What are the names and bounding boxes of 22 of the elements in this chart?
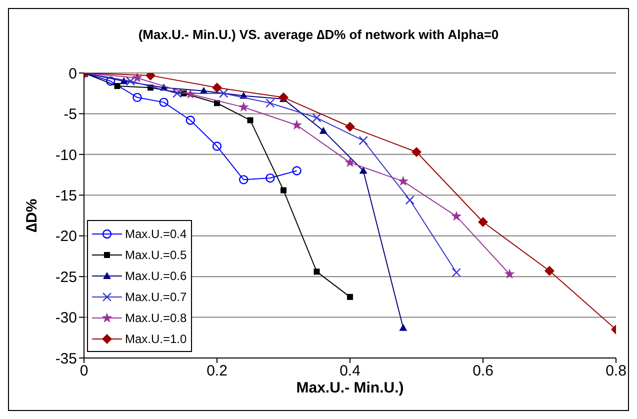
y-axis-title: ∆D% (23, 198, 40, 232)
y-tick-label: -30 (55, 310, 77, 327)
legend-label: Max.U.=0.4 (125, 226, 187, 240)
legend-label: Max.U.=0.8 (125, 310, 187, 324)
y-tick-label: -5 (64, 106, 77, 124)
y-tick-label: -25 (55, 268, 77, 286)
legend-label: Max.U.=0.5 (125, 248, 187, 262)
legend-label: Max.U.=0.6 (125, 268, 187, 282)
x-tick-label: 0.4 (340, 362, 360, 380)
x-tick-label: 0 (80, 362, 88, 380)
x-axis-title: Max.U.- Min.U.) (296, 380, 404, 397)
y-tick-label: -35 (55, 350, 77, 368)
x-tick-label: 0.8 (606, 362, 626, 380)
legend-label: Max.U.=0.7 (125, 290, 187, 304)
y-tick-label: -15 (55, 187, 77, 204)
y-tick-label: -10 (55, 146, 77, 164)
y-tick-label: 0 (68, 65, 77, 82)
chart-title: (Max.U.- Min.U.) VS. average ∆D% of network with Alpha=0 (137, 27, 500, 42)
legend-label: Max.U.=1.0 (125, 332, 187, 346)
x-tick-label: 0.2 (206, 362, 228, 380)
y-tick-label: -20 (55, 228, 77, 246)
x-tick-label: 0.6 (472, 362, 494, 380)
